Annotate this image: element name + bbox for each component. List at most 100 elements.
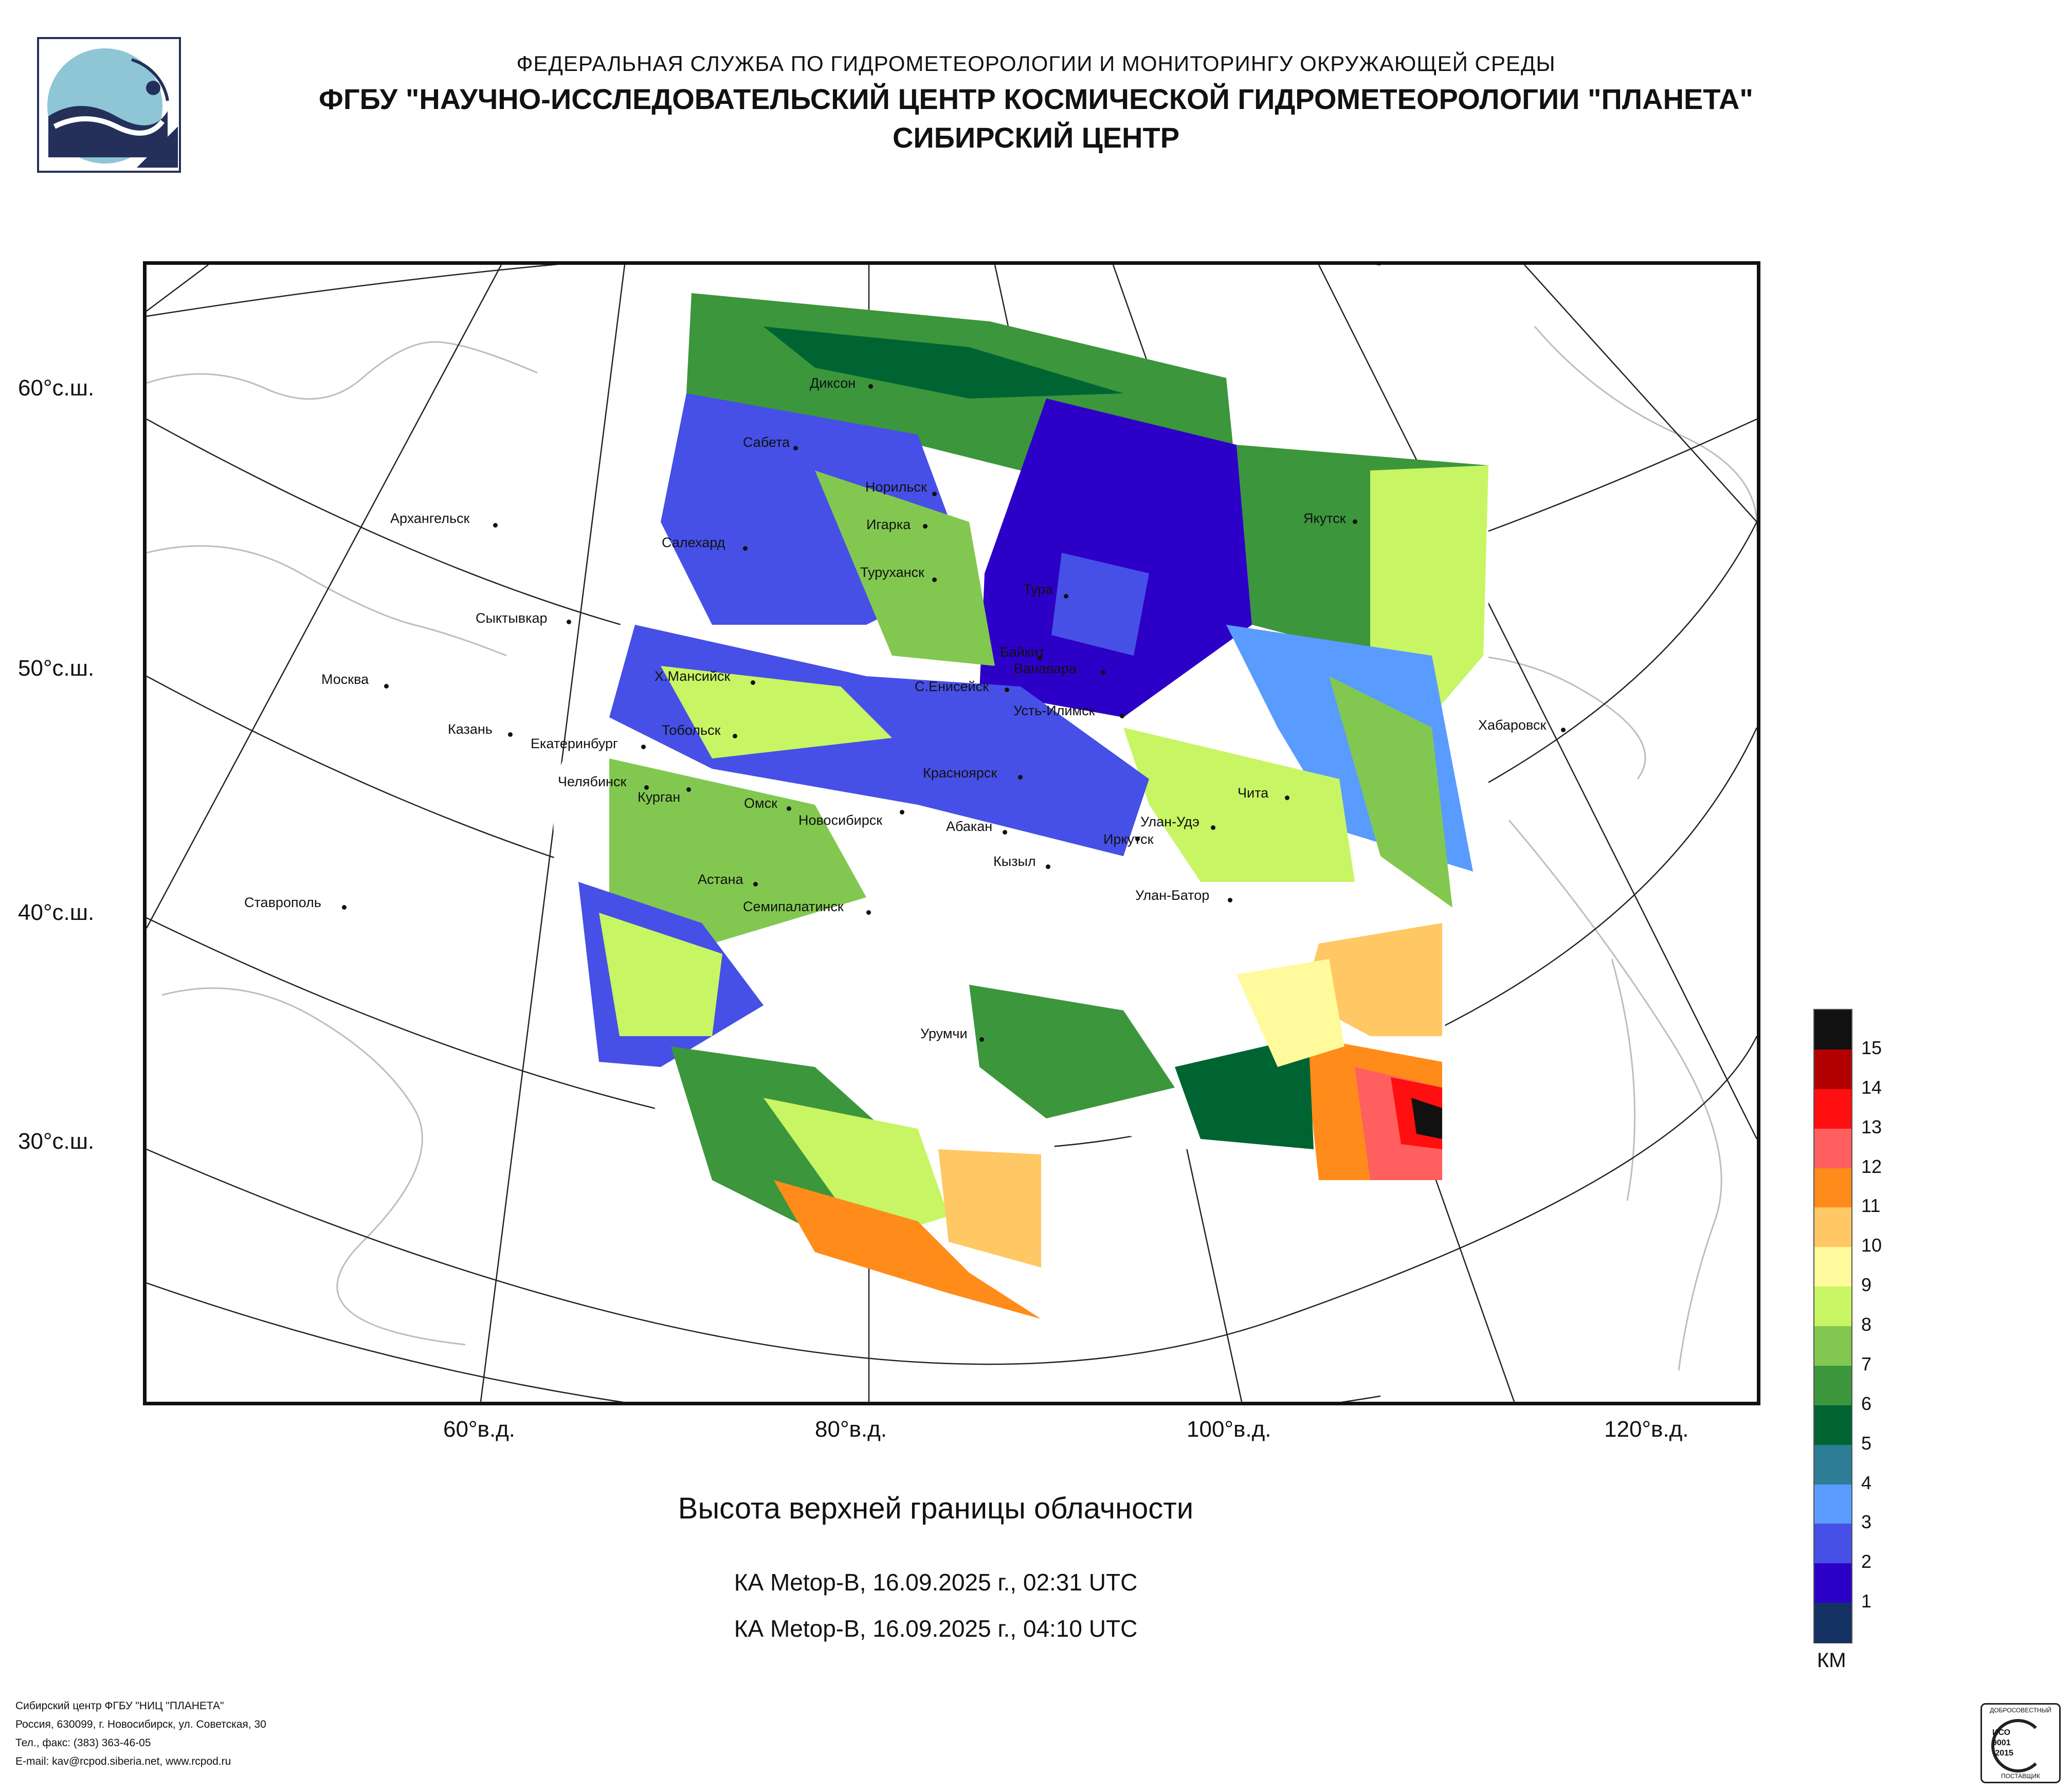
legend-swatch xyxy=(1814,1287,1851,1327)
city-marker xyxy=(868,384,873,389)
city-label: Ставрополь xyxy=(244,895,321,910)
city-label: Омск xyxy=(744,795,777,811)
city-label: Москва xyxy=(321,672,369,687)
legend-label: 15 xyxy=(1861,1037,1882,1058)
legend-swatch xyxy=(1814,1563,1851,1604)
pass-info-2: КА Metop-B, 16.09.2025 г., 04:10 UTC xyxy=(734,1615,1138,1642)
legend-swatch xyxy=(1814,1128,1851,1169)
legend-swatch xyxy=(1814,1010,1851,1050)
city-label: Улан-Батор xyxy=(1135,888,1210,903)
city-label: Семипалатинск xyxy=(743,899,844,914)
legend-label: 8 xyxy=(1861,1314,1872,1335)
city-label: Астана xyxy=(698,872,743,887)
city-marker xyxy=(1561,728,1566,732)
organization-logo xyxy=(37,37,181,173)
city-marker xyxy=(1228,898,1232,902)
lon-label-100: 100°в.д. xyxy=(1187,1417,1271,1442)
city-marker xyxy=(1211,825,1215,830)
city-marker xyxy=(1046,864,1050,869)
city-label: Кызыл xyxy=(993,854,1036,869)
legend-swatch xyxy=(1814,1405,1851,1445)
legend-label: 11 xyxy=(1861,1195,1881,1217)
cert-bottom: ПОСТАВЩИК xyxy=(2001,1772,2041,1780)
header-agency: ФЕДЕРАЛЬНАЯ СЛУЖБА ПО ГИДРОМЕТЕОРОЛОГИИ … xyxy=(516,51,1556,76)
city-label: Сабета xyxy=(743,435,790,450)
legend-label: 12 xyxy=(1861,1155,1882,1177)
city-label: Челябинск xyxy=(558,774,627,789)
city-marker xyxy=(1003,830,1007,835)
map-title: Высота верхней границы облачности xyxy=(678,1492,1194,1525)
city-label: Якутск xyxy=(1303,511,1346,526)
city-marker xyxy=(793,446,798,450)
city-label: Абакан xyxy=(946,819,993,834)
city-marker xyxy=(932,577,937,582)
lon-label-80: 80°в.д. xyxy=(815,1417,887,1442)
lat-label-50: 50°с.ш. xyxy=(18,656,95,681)
city-label: Урумчи xyxy=(920,1026,968,1041)
city-label: Байкит xyxy=(1000,644,1045,660)
city-marker xyxy=(1120,714,1124,718)
city-marker xyxy=(733,734,737,738)
pass-info-1: КА Metop-B, 16.09.2025 г., 02:31 UTC xyxy=(734,1569,1138,1596)
city-label: Хабаровск xyxy=(1478,717,1547,733)
city-marker xyxy=(1285,795,1289,800)
header-institute: ФГБУ "НАУЧНО-ИССЛЕДОВАТЕЛЬСКИЙ ЦЕНТР КОС… xyxy=(319,83,1753,115)
city-marker xyxy=(753,882,758,887)
legend-swatch xyxy=(1814,1207,1851,1248)
city-marker xyxy=(1038,656,1042,660)
city-label: Салехард xyxy=(662,535,725,550)
lon-label-120: 120°в.д. xyxy=(1604,1417,1689,1442)
legend-swatch xyxy=(1814,1365,1851,1406)
city-label: Иркутск xyxy=(1103,831,1154,847)
legend-swatch xyxy=(1814,1524,1851,1564)
legend-swatch xyxy=(1814,1247,1851,1288)
iso-certification-badge: ДОБРОСОВЕСТНЫЙ ИСО 9001 -2015 ПОСТАВЩИК xyxy=(1980,1703,2061,1783)
footer-contacts: Сибирский центр ФГБУ "НИЦ "ПЛАНЕТА" Росс… xyxy=(15,1697,266,1771)
city-marker xyxy=(686,787,691,792)
cert-iso: ИСО xyxy=(1992,1728,2011,1737)
city-marker xyxy=(1101,670,1105,675)
legend-label: 4 xyxy=(1861,1472,1872,1493)
city-label: Ванавара xyxy=(1014,661,1077,676)
legend-swatch xyxy=(1814,1603,1851,1643)
legend-swatch xyxy=(1814,1484,1851,1525)
legend-label: 13 xyxy=(1861,1116,1882,1137)
city-marker xyxy=(743,546,748,551)
city-marker xyxy=(900,810,904,815)
city-marker xyxy=(508,732,513,737)
legend-swatch xyxy=(1814,1049,1851,1090)
legend-label: 1 xyxy=(1861,1590,1872,1612)
cloud-top-height-map: Диксон Сабета Норильск Игарка Салехард А… xyxy=(143,261,1760,1405)
legend-swatch xyxy=(1814,1089,1851,1129)
legend-label: 2 xyxy=(1861,1551,1872,1572)
legend-label: 6 xyxy=(1861,1392,1872,1414)
city-label: Курган xyxy=(638,789,681,805)
city-label: Архангельск xyxy=(390,511,470,526)
city-marker xyxy=(866,910,871,915)
city-label: Екатеринбург xyxy=(531,736,618,751)
legend-label: 7 xyxy=(1861,1353,1872,1374)
city-label: Чита xyxy=(1238,785,1269,801)
legend-swatch xyxy=(1814,1444,1851,1485)
lat-label-60: 60°с.ш. xyxy=(18,375,95,401)
legend-unit: КМ xyxy=(1817,1649,1846,1672)
city-label: Игарка xyxy=(866,517,911,532)
city-label: Красноярск xyxy=(923,765,997,781)
city-label: Улан-Удэ xyxy=(1140,814,1199,829)
city-label: Норильск xyxy=(865,479,927,495)
city-label: С.Енисейск xyxy=(915,679,989,694)
cert-9001: 9001 xyxy=(1992,1739,2011,1747)
city-marker xyxy=(641,745,646,749)
city-marker xyxy=(1135,837,1140,841)
footer-phone: Тел., факс: (383) 363-46-05 xyxy=(15,1737,151,1749)
city-label: Сыктывкар xyxy=(476,610,548,626)
city-marker xyxy=(567,620,571,624)
city-marker xyxy=(1018,775,1023,780)
legend-label: 5 xyxy=(1861,1432,1872,1454)
cert-top: ДОБРОСОВЕСТНЫЙ xyxy=(1990,1707,2051,1714)
footer-address: Россия, 630099, г. Новосибирск, ул. Сове… xyxy=(15,1718,266,1730)
city-label: Тобольск xyxy=(662,722,721,738)
city-marker xyxy=(787,806,791,811)
legend-label: 10 xyxy=(1861,1235,1882,1256)
city-marker xyxy=(1064,594,1068,599)
